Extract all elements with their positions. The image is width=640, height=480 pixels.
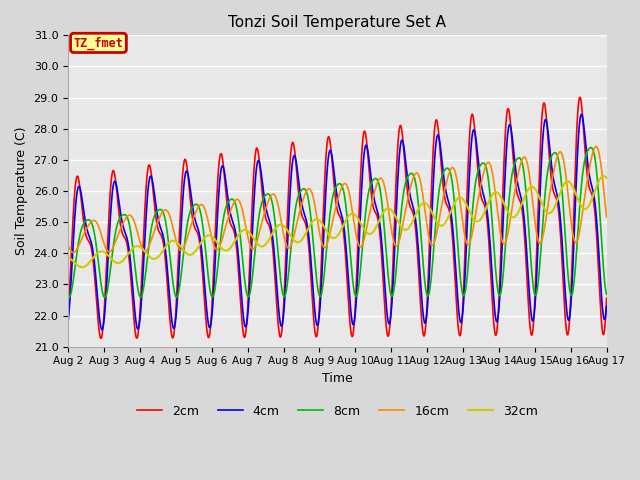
4cm [184,172,192,178]
4cm [421,320,429,326]
8cm [65,295,73,300]
16cm [172,234,179,240]
8cm [244,294,252,300]
16cm [64,242,72,248]
8cm [603,291,611,297]
32cm [78,264,86,270]
Line: 8cm: 8cm [68,147,607,298]
16cm [592,144,600,149]
16cm [539,233,547,239]
Line: 16cm: 16cm [68,146,607,252]
32cm [184,252,192,257]
2cm [64,312,72,317]
32cm [600,173,607,179]
X-axis label: Time: Time [322,372,353,385]
16cm [70,250,77,255]
4cm [539,133,547,139]
16cm [421,209,429,215]
4cm [172,321,179,327]
2cm [244,289,252,295]
4cm [64,319,72,324]
16cm [492,191,499,197]
2cm [97,336,105,341]
8cm [539,218,547,224]
2cm [539,104,547,109]
2cm [184,176,192,181]
32cm [244,229,252,235]
2cm [603,295,611,301]
8cm [421,281,429,287]
32cm [539,203,547,209]
16cm [244,237,252,242]
Title: Tonzi Soil Temperature Set A: Tonzi Soil Temperature Set A [228,15,446,30]
4cm [98,327,106,333]
32cm [492,189,499,195]
16cm [184,231,192,237]
4cm [244,303,252,309]
2cm [172,318,179,324]
2cm [421,329,429,335]
2cm [492,332,499,338]
32cm [64,254,72,260]
8cm [184,216,192,222]
Legend: 2cm, 4cm, 8cm, 16cm, 32cm: 2cm, 4cm, 8cm, 16cm, 32cm [132,400,543,423]
Y-axis label: Soil Temperature (C): Soil Temperature (C) [15,127,28,255]
Line: 32cm: 32cm [68,176,607,267]
8cm [492,264,499,270]
2cm [576,95,584,100]
4cm [603,303,611,309]
Text: TZ_fmet: TZ_fmet [74,36,124,49]
32cm [172,238,179,244]
8cm [587,144,595,150]
Line: 4cm: 4cm [68,114,607,330]
4cm [492,314,499,320]
4cm [578,111,586,117]
8cm [172,292,179,298]
8cm [64,294,72,300]
Line: 2cm: 2cm [68,97,607,338]
16cm [603,214,611,220]
32cm [603,175,611,181]
32cm [421,200,429,206]
